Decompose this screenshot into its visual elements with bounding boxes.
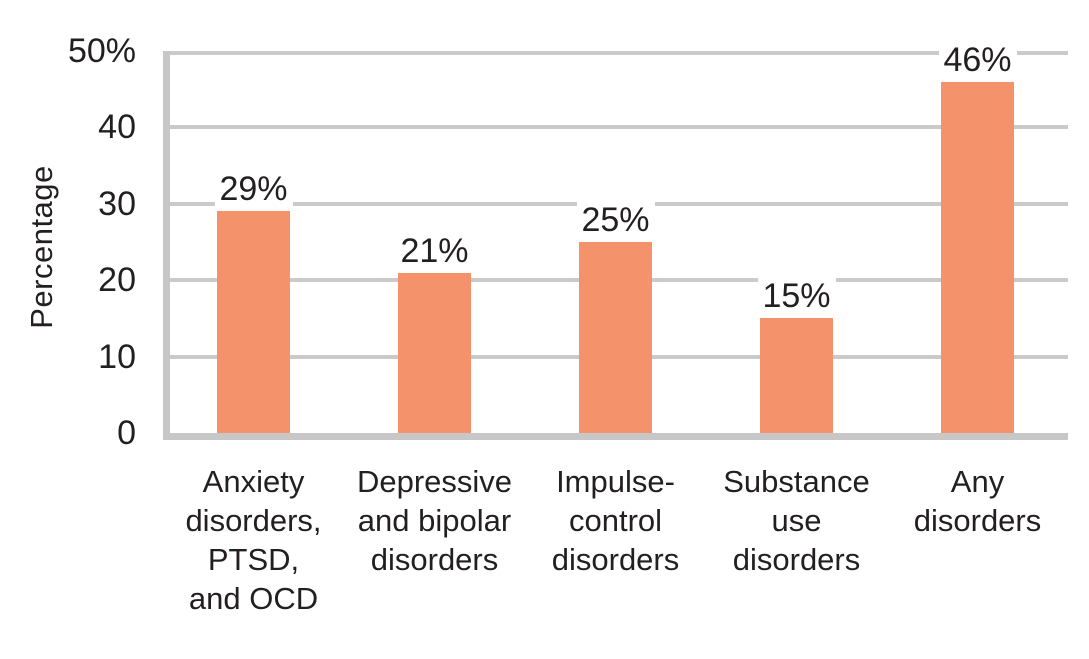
bar-4 [760,318,833,433]
gridline-40 [170,125,1068,129]
bar-5 [941,82,1014,433]
bar-3 [579,242,652,433]
bar-2 [398,273,471,433]
y-tick-label-30: 30 [98,185,136,223]
bar-value-label-3: 25% [576,202,655,238]
y-tick-label-0: 0 [117,414,136,452]
bar-value-label-2: 21% [395,233,474,269]
y-tick-label-50: 50% [67,32,136,70]
bar-value-label-5: 46% [938,42,1017,78]
category-label-5: Any disorders [913,464,1042,538]
bar-1 [217,211,290,433]
bar-value-label-1: 29% [214,171,293,207]
category-label-2: Depressive and bipolar disorders [356,464,513,577]
gridline-50 [170,51,1068,55]
category-label-3: Impulse- control disorders [551,464,680,577]
y-tick-label-40: 40 [98,108,136,146]
category-label-1: Anxiety disorders, PTSD, and OCD [185,464,322,616]
category-label-4: Substance use disorders [723,464,870,577]
plot-area: 29% 21% 25% 15% 46% [163,42,1068,440]
y-tick-label-10: 10 [98,338,136,376]
y-tick-label-20: 20 [98,261,136,299]
bar-value-label-4: 15% [757,278,836,314]
